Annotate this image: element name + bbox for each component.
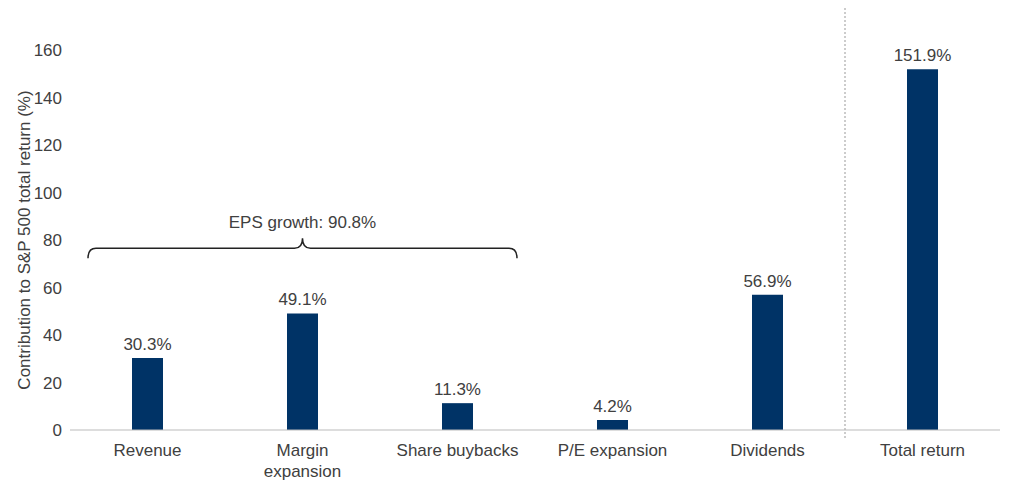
svg-text:4.2%: 4.2% (593, 397, 632, 416)
svg-text:80: 80 (43, 231, 62, 250)
svg-text:40: 40 (43, 326, 62, 345)
svg-text:160: 160 (34, 41, 62, 60)
svg-text:20: 20 (43, 374, 62, 393)
svg-text:120: 120 (34, 136, 62, 155)
svg-text:60: 60 (43, 279, 62, 298)
svg-text:49.1%: 49.1% (278, 290, 326, 309)
svg-text:11.3%: 11.3% (434, 380, 481, 399)
svg-text:P/E expansion: P/E expansion (558, 441, 668, 460)
svg-text:Margin: Margin (277, 441, 329, 460)
svg-text:151.9%: 151.9% (894, 46, 952, 65)
svg-text:56.9%: 56.9% (743, 272, 791, 291)
svg-text:30.3%: 30.3% (123, 335, 171, 354)
svg-text:Contribution to S&P 500 total: Contribution to S&P 500 total return (%) (15, 90, 34, 389)
svg-text:0: 0 (53, 421, 62, 440)
svg-text:Revenue: Revenue (113, 441, 181, 460)
svg-text:100: 100 (34, 184, 62, 203)
svg-text:Total return: Total return (880, 441, 965, 460)
svg-text:expansion: expansion (264, 462, 342, 481)
svg-text:EPS growth: 90.8%: EPS growth: 90.8% (229, 213, 376, 232)
svg-text:Share buybacks: Share buybacks (397, 441, 519, 460)
svg-text:Dividends: Dividends (730, 441, 805, 460)
svg-text:140: 140 (34, 89, 62, 108)
